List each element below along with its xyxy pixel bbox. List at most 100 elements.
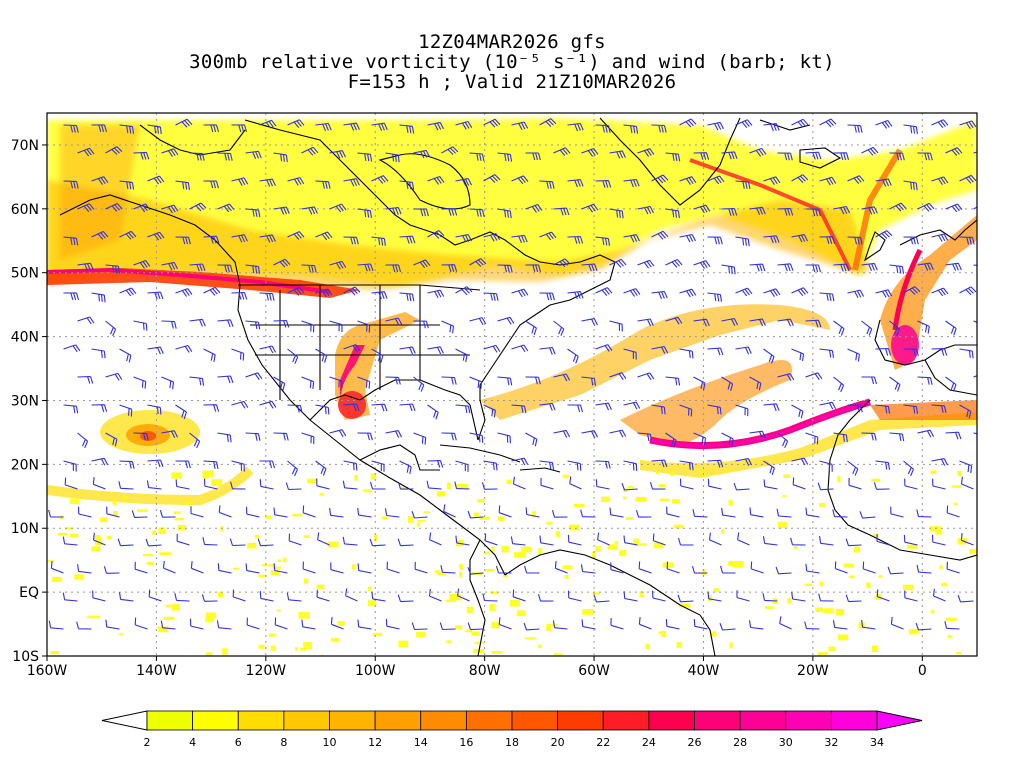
wind-barb [273,258,291,268]
vorticity-speckle [146,561,154,565]
wind-barb [609,258,627,268]
vorticity-speckle [70,533,79,538]
wind-barb [315,231,333,241]
lon-tick-label: 100W [355,663,396,679]
wind-barb [147,175,165,185]
wind-barb [609,372,627,381]
wind-barb [903,534,918,546]
vorticity-speckle [957,470,962,477]
wind-barb [511,457,529,466]
vorticity-speckle [902,584,913,591]
vorticity-speckle [434,570,440,573]
wind-barb [441,264,458,272]
wind-barb [721,432,734,447]
lon-tick-label: 140W [136,663,177,679]
wind-barb [315,122,332,132]
wind-barb [386,561,400,574]
colorbar-swatch [694,710,741,731]
wind-barb [357,619,372,630]
wind-barb [105,203,123,212]
wind-barb [609,208,624,219]
wind-barb [175,460,191,469]
lon-tick-label: 20W [797,663,829,679]
vorticity-speckle [303,642,312,649]
lat-tick-label: 40N [11,330,39,346]
wind-barb [245,264,261,274]
wind-barb [819,292,835,302]
vorticity-speckle [600,496,611,503]
wind-barb [301,320,315,333]
wind-barb [834,561,848,574]
vorticity-speckle [282,557,287,563]
colorbar-over-arrow [876,710,923,731]
wind-barb [790,537,806,546]
wind-barb [791,591,806,602]
wind-barb [259,345,277,354]
longitude-axis: 160W 140W 120W 100W 80W 60W 40W 20W 0 [27,656,927,679]
vorticity-speckle [113,511,118,516]
vorticity-speckle [819,503,826,508]
wind-barb [357,263,374,272]
wind-barb [567,534,582,546]
vorticity-speckle [455,625,463,630]
wind-barb [147,291,164,300]
wind-barb [259,119,277,129]
wind-barb [469,432,484,443]
vorticity-speckle [531,511,536,518]
vorticity-speckle [957,537,967,545]
wind-barb [553,429,570,438]
wind-barb [973,320,977,323]
vorticity-speckle [210,479,223,487]
wind-barb [201,594,218,602]
lat-tick-label: 20N [11,457,39,473]
vorticity-speckle [514,552,526,558]
wind-barb [623,401,641,410]
wind-barb [805,372,823,381]
wind-barb [287,119,305,128]
vorticity-speckle [185,500,191,506]
wind-barb [652,533,666,546]
vorticity-speckle [562,565,573,570]
wind-barb [677,537,694,546]
vorticity-speckle [721,529,725,534]
wind-barb [315,348,328,363]
vorticity-speckle [951,485,962,488]
wind-barb [581,318,598,326]
wind-barb [666,561,680,574]
wind-barb [483,292,499,301]
wind-barb [845,594,862,603]
wind-barb [274,617,288,630]
wind-barb [441,432,457,441]
wind-barb [259,178,276,187]
vorticity-speckle [562,474,569,479]
wind-barb [48,509,64,518]
wind-barb [569,476,582,490]
wind-barb [553,320,565,336]
wind-barb [763,123,780,132]
wind-barb [581,203,599,213]
wind-barb [92,477,106,490]
wind-barb [106,506,120,518]
vorticity-speckle [595,546,601,552]
wind-barb [651,345,669,354]
wind-barb [567,460,582,471]
vorticity-speckle [491,651,503,654]
wind-barb [621,483,638,491]
vorticity-speckle [835,608,845,616]
wind-barb [652,590,666,602]
wind-barb [847,289,865,299]
wind-barb [455,404,471,414]
wind-barb [301,432,315,445]
wind-barb [455,286,473,296]
vorticity-speckle [233,567,239,570]
wind-barb [819,236,836,244]
wind-barb [651,290,668,300]
wind-barb [273,376,286,391]
vorticity-speckle [636,543,647,546]
wind-barb [203,348,216,362]
wind-barb [497,316,515,325]
wind-barb [862,561,876,574]
wind-barb [932,478,946,490]
wind-barb [301,376,315,389]
vorticity-speckle [702,569,707,576]
